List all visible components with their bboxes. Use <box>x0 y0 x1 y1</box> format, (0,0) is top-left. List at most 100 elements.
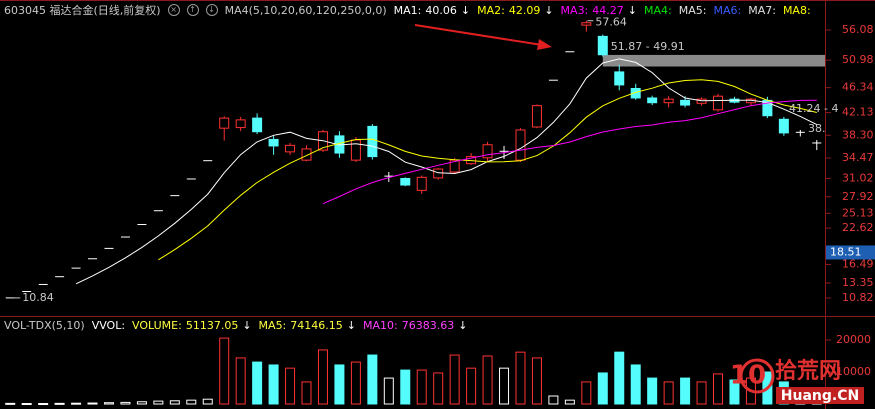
volume-bar <box>317 349 328 405</box>
volume-bar <box>449 354 460 405</box>
volume-bar <box>383 377 394 405</box>
volume-tick-label: 10000 <box>836 365 871 378</box>
candle-body <box>416 176 427 191</box>
candle-body <box>778 118 789 134</box>
legend-item: VOLUME: 51137.05 ↓ <box>132 319 252 332</box>
legend-item: MA5: 74146.15 ↓ <box>259 319 356 332</box>
candle-body <box>663 98 674 104</box>
legend-name: MA4: <box>644 3 672 17</box>
chart-title: 603045 福达合金(日线,前复权) <box>4 4 161 17</box>
volume-bar <box>531 357 542 405</box>
volume-bar <box>301 381 312 405</box>
legend-value: 42.09 <box>508 3 541 17</box>
candle-body <box>268 138 279 147</box>
volume-bar <box>713 373 724 405</box>
volume-bar <box>71 402 82 405</box>
ma-line <box>322 99 817 205</box>
volume-bar <box>647 377 658 405</box>
candle-body <box>301 148 312 161</box>
arrow <box>414 24 552 50</box>
price-marker-box <box>826 245 875 260</box>
volume-bar <box>581 381 592 405</box>
y-tick-label: 56.08 <box>842 23 874 36</box>
volume-bar <box>136 401 147 405</box>
volume-bar <box>597 372 608 405</box>
y-tick-label: 31.02 <box>842 171 874 184</box>
candle-body <box>219 117 230 129</box>
y-tick-label: 25.13 <box>842 206 874 219</box>
legend-name: MA8: <box>782 3 811 17</box>
y-tick-label: 16.49 <box>842 257 874 270</box>
volume-bar <box>499 367 510 405</box>
volume-bar <box>87 402 98 405</box>
volume-bar <box>54 402 65 405</box>
legend-item: MA6: <box>713 4 741 17</box>
y-tick-label: 46.34 <box>842 81 874 94</box>
side-label: 38. <box>808 122 826 135</box>
y-tick-label: 13.35 <box>842 276 874 289</box>
candle-body <box>647 97 658 104</box>
up-icon[interactable]: ↑ <box>186 4 199 16</box>
legend-name: MA7: <box>748 3 776 17</box>
volume-bar <box>350 361 361 405</box>
y-tick-label: 38.30 <box>842 128 874 141</box>
legend-item: MA4: <box>644 4 672 17</box>
legend-name: MA5: <box>678 3 707 17</box>
legend-name: MA6: <box>713 3 742 17</box>
price-marker-label: 18.51 <box>830 245 862 258</box>
gap-label: 51.87 - 49.91 <box>611 40 685 53</box>
ma-line <box>75 58 818 285</box>
volume-bar <box>252 361 263 405</box>
y-tick-label: 50.98 <box>842 53 874 66</box>
legend-arrow: ↓ <box>627 3 637 17</box>
volume-bar <box>219 337 230 405</box>
legend-value: 44.27 <box>592 3 624 17</box>
volume-bar <box>680 377 691 405</box>
legend-item: MA8: <box>783 4 811 17</box>
candle-body <box>680 99 691 106</box>
volume-tick-label: 20000 <box>836 333 871 346</box>
legend-item: MA2: 42.09 ↓ <box>477 4 553 17</box>
legend-value: 51137.05 <box>185 319 239 332</box>
volume-bar <box>696 381 707 405</box>
volume-bar <box>630 364 641 405</box>
candle-body <box>630 87 641 99</box>
candle-body <box>367 125 378 158</box>
close-icon[interactable]: × <box>167 4 180 16</box>
watermark-ring <box>739 358 775 394</box>
legend-arrow: ↓ <box>544 3 554 17</box>
legend-name: MA10: <box>363 319 398 332</box>
legend-name: VOLUME: <box>132 319 182 332</box>
down-icon[interactable]: ↓ <box>205 4 218 16</box>
watermark: 10 拾荒网 Huang.CN <box>730 358 864 404</box>
indicator-label: MA4(5,10,20,60,120,250,0,0) <box>224 3 387 17</box>
volume-bar <box>38 403 49 406</box>
volume-bar <box>235 357 246 405</box>
price-header: 603045 福达合金(日线,前复权) × ↑ ↓ MA4(5,10,20,60… <box>4 2 811 18</box>
y-tick-label: 27.92 <box>842 190 874 203</box>
volume-bar <box>515 351 526 405</box>
legend-item: MA3: 44.27 ↓ <box>561 4 637 17</box>
legend-arrow: ↓ <box>460 3 471 17</box>
vvol-label: VVOL: <box>91 319 126 332</box>
volume-bar <box>548 395 559 405</box>
volume-bar <box>120 401 131 405</box>
legend-item: MA5: <box>679 4 707 17</box>
candle-body <box>531 105 542 128</box>
candle-body <box>597 35 608 56</box>
volume-bar <box>334 364 345 405</box>
candle-body <box>482 144 493 159</box>
volume-bar <box>202 398 213 405</box>
volume-bar <box>663 381 674 405</box>
legend-value: 76383.63 <box>401 319 455 332</box>
legend-arrow: ↓ <box>346 319 356 332</box>
candle-body <box>252 117 263 133</box>
ma-line <box>158 79 817 261</box>
arrow-head <box>537 39 552 50</box>
volume-bar <box>153 400 164 405</box>
gap-box <box>602 54 825 67</box>
candle-body <box>433 168 444 179</box>
candle-body <box>713 95 724 111</box>
